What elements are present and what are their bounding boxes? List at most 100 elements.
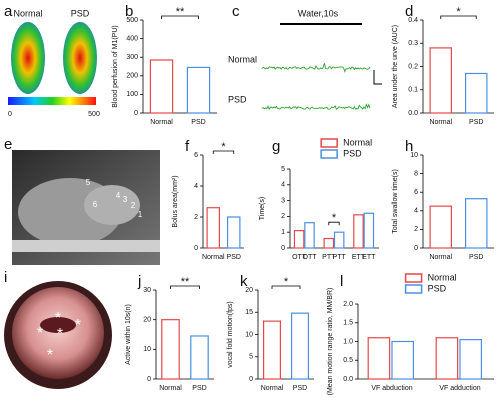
bar (304, 222, 315, 249)
panel-letter: i (4, 269, 7, 286)
perfusion-map (63, 22, 97, 94)
x-tick-label: OTT (303, 254, 318, 261)
y-tick-label: 30 (143, 287, 151, 294)
panel-letter: e (4, 136, 12, 153)
bar (435, 337, 459, 380)
bar (323, 237, 335, 249)
bar (363, 212, 375, 249)
annotation-mark: * (37, 325, 43, 342)
bar (367, 337, 391, 380)
y-axis-label: (Mean motion range ratio, MM/BR) (327, 288, 334, 396)
bar (459, 339, 483, 380)
y-tick-label: 1.5 (343, 320, 353, 327)
significance-label: * (456, 6, 461, 18)
colorbar (8, 97, 96, 105)
y-tick-label: 0.0 (408, 110, 418, 117)
x-tick-label: Normal (261, 385, 284, 392)
y-tick-label: 20 (143, 317, 151, 324)
significance-bracket (170, 285, 200, 289)
scale-bar (373, 70, 382, 85)
x-tick-label: PTT (322, 254, 336, 261)
landmark-label: 2 (131, 201, 136, 210)
legend-label: Normal (428, 272, 457, 282)
y-tick-label: 100 (126, 91, 138, 98)
panel-letter: j (137, 273, 141, 290)
bar (333, 231, 345, 249)
legend-swatch (320, 138, 338, 148)
panel-letter: c (232, 3, 240, 20)
colorbar-label: 500 (88, 111, 100, 118)
panel-letter: b (125, 3, 133, 20)
y-tick-label: 300 (126, 54, 138, 61)
y-tick-label: 0 (134, 110, 138, 117)
legend-label: PSD (428, 283, 447, 293)
y-tick-label: 0.4 (408, 17, 418, 24)
y-tick-label: 1 (281, 229, 285, 236)
x-tick-label: Normal (159, 385, 182, 392)
y-tick-label: 4 (414, 208, 418, 215)
landmark-label: 3 (123, 195, 128, 204)
y-tick-label: 10 (245, 331, 253, 338)
emg-trace (261, 63, 371, 73)
y-tick-label: 2 (194, 214, 198, 221)
x-tick-label: Normal (202, 254, 225, 261)
y-tick-label: 5 (249, 354, 253, 361)
x-tick-label: PSD (469, 254, 483, 261)
significance-label: * (332, 212, 337, 224)
y-tick-label: 20 (245, 287, 253, 294)
bar (465, 198, 488, 249)
significance-label: ** (176, 6, 185, 18)
y-tick-label: 5 (281, 166, 285, 173)
panel-letter: k (240, 273, 248, 290)
y-tick-label: 0 (194, 245, 198, 252)
y-tick-label: 4 (281, 182, 285, 189)
annotation-mark: * (55, 310, 61, 327)
x-tick-label: PSD (191, 119, 205, 126)
y-tick-label: 0 (414, 245, 418, 252)
y-tick-label: 0.5 (343, 357, 353, 364)
y-tick-label: 0 (249, 376, 253, 383)
landmark-label: 5 (86, 178, 91, 187)
y-tick-label: 2 (414, 226, 418, 233)
significance-label: * (284, 276, 289, 288)
x-tick-label: VF adduction (439, 385, 480, 392)
glottis (40, 317, 76, 333)
bar (161, 319, 180, 380)
image-label: PSD (71, 8, 90, 18)
legend-swatch (404, 273, 423, 283)
x-tick-label: ETT (352, 254, 366, 261)
y-tick-label: 3 (281, 197, 285, 204)
annotation-mark: * (57, 326, 63, 343)
significance-label: * (221, 141, 226, 153)
y-tick-label: 10 (143, 346, 151, 353)
landmark-label: 1 (138, 210, 143, 219)
x-tick-label: Normal (429, 119, 452, 126)
y-tick-label: 200 (126, 73, 138, 80)
x-tick-label: ETT (362, 254, 376, 261)
bar (186, 66, 211, 114)
bar (353, 214, 364, 249)
y-tick-label: 0.0 (343, 376, 353, 383)
x-tick-label: OTT (292, 254, 307, 261)
panel-letter: a (4, 3, 13, 20)
y-axis-label: Time(s) (259, 197, 266, 220)
landmark-label: 4 (116, 191, 121, 200)
y-axis-label: Active within 10s(n) (125, 304, 132, 365)
legend-label: Normal (343, 137, 372, 147)
landmark-label: 6 (93, 200, 98, 209)
x-tick-label: PSD (293, 385, 307, 392)
x-tick-label: PSD (227, 254, 241, 261)
y-tick-label: 1.0 (343, 338, 353, 345)
panel-letter: f (185, 138, 190, 155)
annotation-mark: * (47, 347, 53, 364)
y-axis-label: Area under the urve (AUC) (392, 25, 399, 108)
panel-letter: h (405, 138, 413, 155)
legend-swatch (404, 284, 423, 294)
x-tick-label: Normal (150, 119, 173, 126)
legend-label: PSD (343, 148, 362, 158)
bar (391, 340, 415, 380)
panel-letter: l (340, 273, 343, 290)
stimulus-label: Water,10s (298, 8, 339, 18)
y-tick-label: 2.0 (343, 301, 353, 308)
